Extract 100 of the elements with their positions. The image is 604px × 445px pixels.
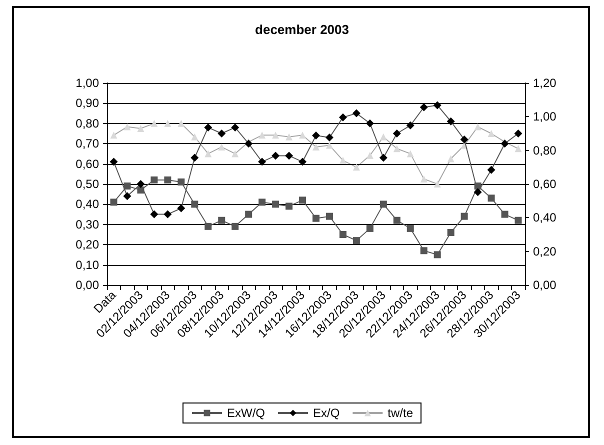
point (204, 150, 212, 158)
point (299, 196, 306, 204)
point (326, 142, 333, 149)
point (312, 214, 320, 222)
y2-tick-label: 0,80 (533, 143, 557, 158)
point (380, 133, 387, 140)
y-tick-label: 0,00 (76, 278, 100, 292)
point (164, 176, 172, 184)
legend-label: Ex/Q (312, 406, 340, 420)
point (500, 140, 509, 148)
point (258, 132, 266, 139)
point (232, 150, 239, 158)
point (177, 204, 186, 212)
point (501, 210, 508, 218)
y2-tick-label: 1,20 (533, 76, 557, 90)
point (258, 158, 266, 166)
point (204, 123, 212, 132)
y-tick-label: 1,00 (76, 76, 100, 90)
y-tick-label: 0,70 (76, 136, 100, 151)
point (434, 180, 441, 188)
y2-tick-label: 0,00 (533, 278, 557, 292)
point (110, 132, 118, 139)
legend-label: tw/te (388, 406, 414, 420)
point (392, 130, 401, 138)
point (352, 109, 360, 118)
point (232, 222, 239, 230)
y-tick-label: 0,50 (76, 177, 100, 191)
point (514, 130, 522, 138)
point (190, 154, 199, 162)
point (124, 123, 131, 130)
point (447, 155, 454, 162)
y-tick-label: 0,20 (76, 238, 100, 252)
point (474, 123, 482, 130)
point (231, 123, 240, 132)
point (339, 156, 346, 164)
point (244, 140, 253, 148)
point (164, 120, 172, 127)
point (124, 182, 131, 190)
point (298, 158, 307, 166)
y-tick-label: 0,80 (76, 116, 100, 130)
point (488, 194, 495, 202)
point (406, 224, 414, 232)
point (514, 145, 522, 152)
point (460, 212, 468, 220)
point (272, 200, 280, 208)
point (406, 150, 414, 158)
y2-tick-label: 0,60 (533, 177, 557, 191)
point (136, 180, 145, 188)
point (110, 158, 118, 166)
point (406, 121, 414, 130)
point (191, 133, 198, 140)
point (110, 198, 118, 206)
point (433, 101, 442, 110)
y-tick-label: 0,40 (76, 197, 100, 212)
point (285, 152, 294, 160)
point (366, 119, 374, 128)
y-tick-label: 0,90 (76, 96, 100, 110)
point (150, 210, 158, 218)
chart-title: december 2003 (255, 22, 349, 37)
point (312, 132, 320, 140)
point (150, 120, 158, 127)
point (218, 143, 226, 150)
point (178, 120, 185, 127)
point (460, 136, 468, 144)
point (393, 216, 400, 224)
point (218, 130, 226, 138)
point (272, 152, 280, 160)
point (286, 133, 293, 140)
point (338, 113, 347, 122)
y-tick-label: 0,30 (76, 217, 100, 232)
legend-label: ExW/Q (226, 406, 265, 420)
point (420, 175, 428, 182)
point (339, 231, 346, 238)
point (286, 202, 293, 210)
point (420, 247, 428, 254)
point (366, 152, 374, 159)
point (434, 251, 441, 258)
point (272, 132, 280, 139)
point (379, 154, 388, 162)
point (487, 166, 496, 174)
point (514, 216, 522, 224)
point (218, 216, 226, 224)
point (325, 134, 334, 142)
point (326, 212, 333, 220)
y2-tick-label: 0,20 (533, 244, 557, 258)
y-tick-label: 0,10 (76, 258, 100, 272)
point (366, 224, 374, 232)
point (474, 188, 482, 196)
point (447, 228, 454, 236)
y-tick-label: 0,60 (76, 156, 100, 171)
point (164, 210, 172, 218)
point (420, 103, 428, 112)
point (352, 237, 360, 244)
point (352, 164, 360, 171)
point (488, 130, 495, 137)
y2-tick-label: 0,40 (533, 210, 557, 225)
point (312, 143, 320, 150)
point (258, 198, 266, 206)
point (137, 124, 144, 132)
y2-tick-label: 1,00 (533, 110, 557, 124)
